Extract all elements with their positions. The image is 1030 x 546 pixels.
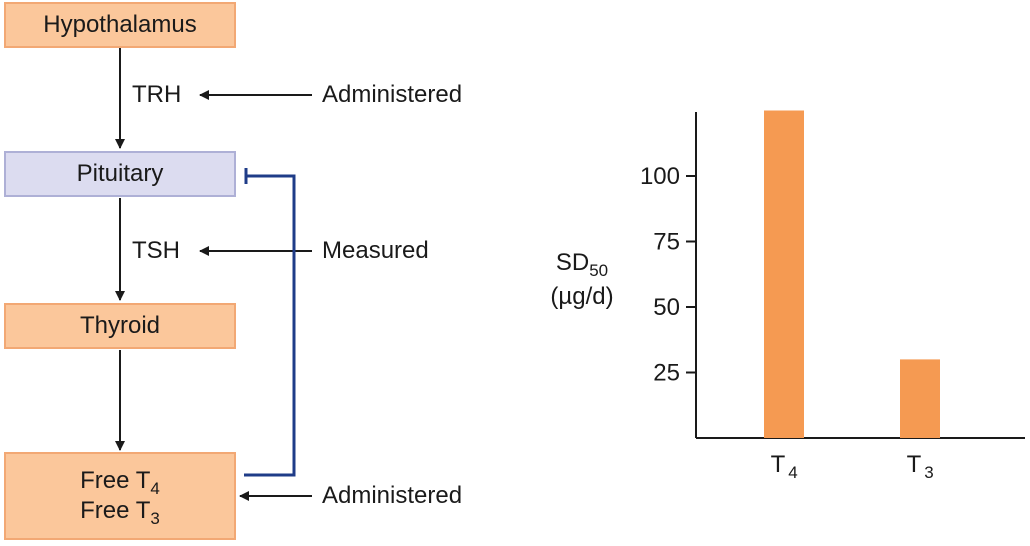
- y-axis-unit: (µg/d): [550, 283, 614, 310]
- thyroid-label: Thyroid: [79, 312, 161, 339]
- x-tick-subscript-4: 4: [788, 463, 797, 482]
- pituitary-label: Pituitary: [76, 160, 164, 187]
- free-hormones-box: Free T4 Free T3: [4, 452, 236, 540]
- free-t3-label: Free T3: [80, 496, 160, 528]
- hypothalamus-label: Hypothalamus: [43, 11, 197, 38]
- free-t3-text: Free T: [80, 497, 151, 524]
- trh-label: TRH: [132, 81, 182, 108]
- bar-T4: [764, 110, 804, 438]
- tsh-label: TSH: [132, 237, 180, 264]
- hypothalamus-box: Hypothalamus: [4, 2, 236, 48]
- bar-T3: [900, 359, 940, 438]
- x-tick-label-T4: T: [771, 451, 786, 478]
- y-tick-label-25: 25: [653, 360, 680, 387]
- y-axis-title-subscript: 50: [589, 261, 609, 280]
- thyroid-box: Thyroid: [4, 303, 236, 349]
- free-t3-subscript: 3: [150, 509, 160, 528]
- flow-connectors: [115, 48, 312, 501]
- trh-administered-label: Administered: [322, 81, 463, 108]
- y-axis-title-text: SD: [555, 249, 590, 276]
- y-tick-label-75: 75: [653, 229, 680, 256]
- chart-y-axis-label: SD50 (µg/d): [534, 246, 630, 314]
- negative-feedback-line: [244, 174, 296, 477]
- x-tick-label-T3: T: [907, 451, 922, 478]
- y-tick-label-50: 50: [653, 294, 680, 321]
- free-t4-label: Free T4: [80, 466, 160, 498]
- free-t4-text: Free T: [80, 467, 151, 494]
- x-tick-subscript-3: 3: [924, 463, 933, 482]
- y-tick-label-100: 100: [640, 163, 680, 190]
- pituitary-box: Pituitary: [4, 151, 236, 197]
- free-t4-subscript: 4: [150, 479, 160, 498]
- y-axis-title: SD50: [534, 246, 630, 280]
- hormones-administered-label: Administered: [322, 482, 463, 509]
- tsh-measured-label: Measured: [322, 237, 429, 264]
